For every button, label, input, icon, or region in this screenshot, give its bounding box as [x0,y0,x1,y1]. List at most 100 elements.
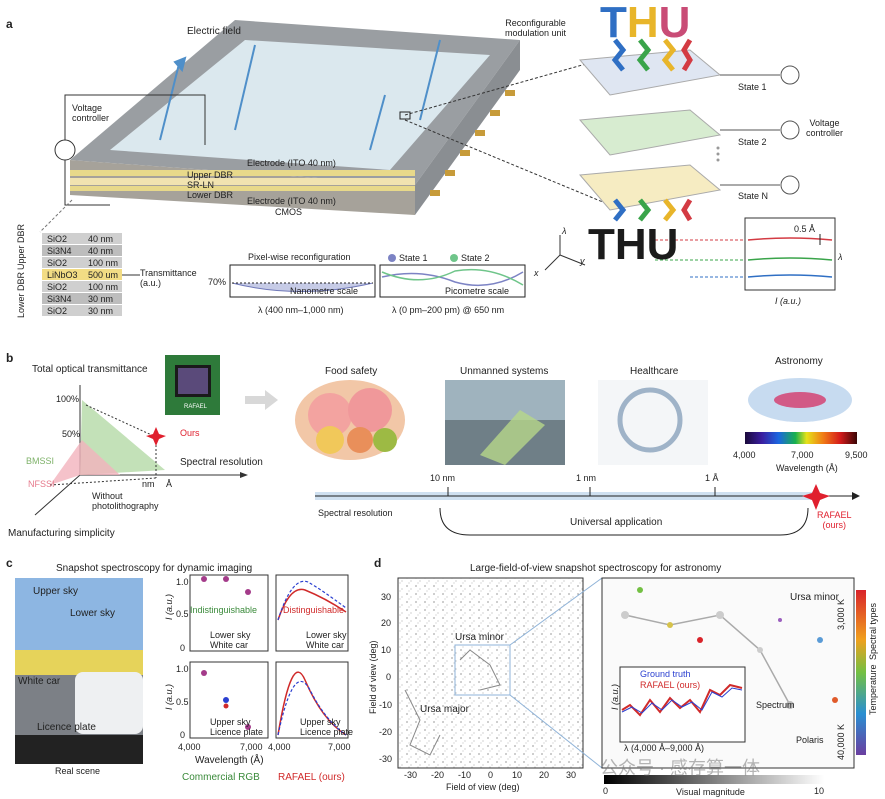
axis-y: y [580,256,585,266]
ours-star [146,427,166,446]
magnitude-colorbar [604,775,824,784]
bmssi-label: BMSSI [26,456,55,466]
inset-spectra-box [744,217,836,291]
device-pins [430,90,515,196]
cb-tick-1: 7,000 [791,450,814,460]
d-xlabel: Field of view (deg) [446,782,520,792]
inset-x-label: λ (4,000 Å–9,000 Å) [624,743,705,753]
real-scene-label: Real scene [55,766,101,776]
manufacturing-label: Manufacturing simplicity [8,528,115,539]
pct100-label: 100% [56,394,80,404]
universal-label: Universal application [570,517,663,528]
layer-cmos-label: CMOS [275,207,302,217]
layer-upper-dbr [70,170,415,176]
temperature-colorbar [856,590,866,755]
axis-lambda: λ [562,226,567,236]
panel-d-title: Large-field-of-view snapshot spectroscop… [470,563,722,574]
state-n-label: State N [738,191,769,201]
app-astronomy: Astronomy [775,356,823,367]
d-ylabel: Field of view (deg) [368,640,378,714]
cb-wavelength-label: Wavelength (Å) [776,463,838,473]
distinguishable-label: Distinguishable [283,605,345,615]
cb-tick-0: 4,000 [733,450,756,460]
nm-label: nm [142,479,155,489]
zoom-box [454,644,511,696]
app-healthcare: Healthcare [630,366,679,377]
nfssi-label: NFSSI [28,479,55,489]
nfssi-surface [50,440,120,485]
rgb-top-points [201,576,251,595]
layer-lower-dbr [70,186,415,191]
legend-state2: State 2 [461,253,490,263]
c-xlabel: Wavelength (Å) [195,755,264,766]
nanometre-scale-label: Nanometre scale [290,286,359,296]
temperature-label: Temperature [868,664,878,715]
voltage-controller-label: Voltage controller [72,103,110,124]
mag-tick-10: 10 [814,786,825,796]
state-2-label: State 2 [738,137,767,147]
ursa-major-label: Ursa major [420,704,469,715]
d-xtick-10: 10 [512,770,523,780]
legend-raf-bottom: Upper sky Licence plate [300,717,354,738]
layer-stack-table [42,233,122,316]
bmssi-surface [80,400,165,475]
device-side-face [415,40,520,215]
c-xtick-7000: 7,000 [240,742,263,752]
panel-a-label: a [6,17,13,31]
d-ytick-m20: -20 [379,727,393,737]
legend-rgb-top: Lower sky White car [210,630,251,651]
axis-x: x [534,268,539,278]
temp-bottom-label: 40,000 K [836,723,846,760]
plot-raf-bottom [275,661,349,739]
plot-rgb-top [189,574,269,652]
rafael-d-legend: RAFAEL (ours) [640,680,701,690]
c-ytick-0b: 0 [180,730,186,740]
state-n-sheet [578,164,722,211]
electric-field-label: Electric field [187,26,241,37]
polaris-label: Polaris [796,735,824,745]
layer-srln-label: SR-LN [187,180,215,190]
picometre-scale-label: Picometre scale [445,286,510,296]
ursa-minor-zoom-label: Ursa minor [790,592,839,603]
spectrum-label: Spectrum [756,700,795,710]
scale-tick-1a: 1 Å [705,473,719,483]
spectrum-inset [619,666,746,743]
ours-label: Ours [180,428,200,438]
ursa-minor-label: Ursa minor [455,632,504,643]
d-ytick-20: 20 [381,618,392,628]
angstrom-label: Å [166,479,173,489]
inset-y-label: I (a.u.) [610,683,620,710]
watermark: 公众号 · 感存算一体 [600,758,760,778]
layer-electrode-top: Electrode (ITO 40 nm) [247,158,336,168]
rafael-star [802,484,830,510]
c-xtick-4000b: 4,000 [268,742,291,752]
c-xtick-7000b: 7,000 [328,742,351,752]
x-label-pm: λ (0 pm–200 pm) @ 650 nm [392,305,505,315]
d-ytick-0: 0 [386,672,392,682]
layer-sr-ln [70,178,415,185]
voltage-controller-symbol [54,139,76,161]
app-food-safety: Food safety [325,366,378,377]
spectral-resolution-bottom: Spectral resolution [318,508,393,518]
d-ytick-30: 30 [381,592,392,602]
lower-sky-label: Lower sky [70,608,116,619]
inset-scale: 0.5 Å [794,224,816,234]
rgb-bottom-points [201,670,251,730]
d-ytick-10: 10 [381,645,392,655]
zoom-stars [621,587,838,709]
rafael-label: RAFAEL (ours) [817,510,852,531]
state-1-label: State 1 [738,82,767,92]
plot-raf-top [275,574,349,652]
rafael-c-label: RAFAEL (ours) [278,772,345,783]
d-xtick-20: 20 [539,770,550,780]
d-xtick-m10: -10 [458,770,472,780]
panel-c-label: c [6,556,13,570]
d-ytick-m10: -10 [379,700,393,710]
temp-top-label: 3,000 K [836,598,846,630]
transmittance-label: Transmittance (a.u.) [140,268,197,289]
c-xtick-4000: 4,000 [178,742,201,752]
ground-truth-legend: Ground truth [640,669,691,679]
spectral-types-label: Spectral types [868,602,878,660]
c-ytick-05b: 0.5 [176,697,189,707]
